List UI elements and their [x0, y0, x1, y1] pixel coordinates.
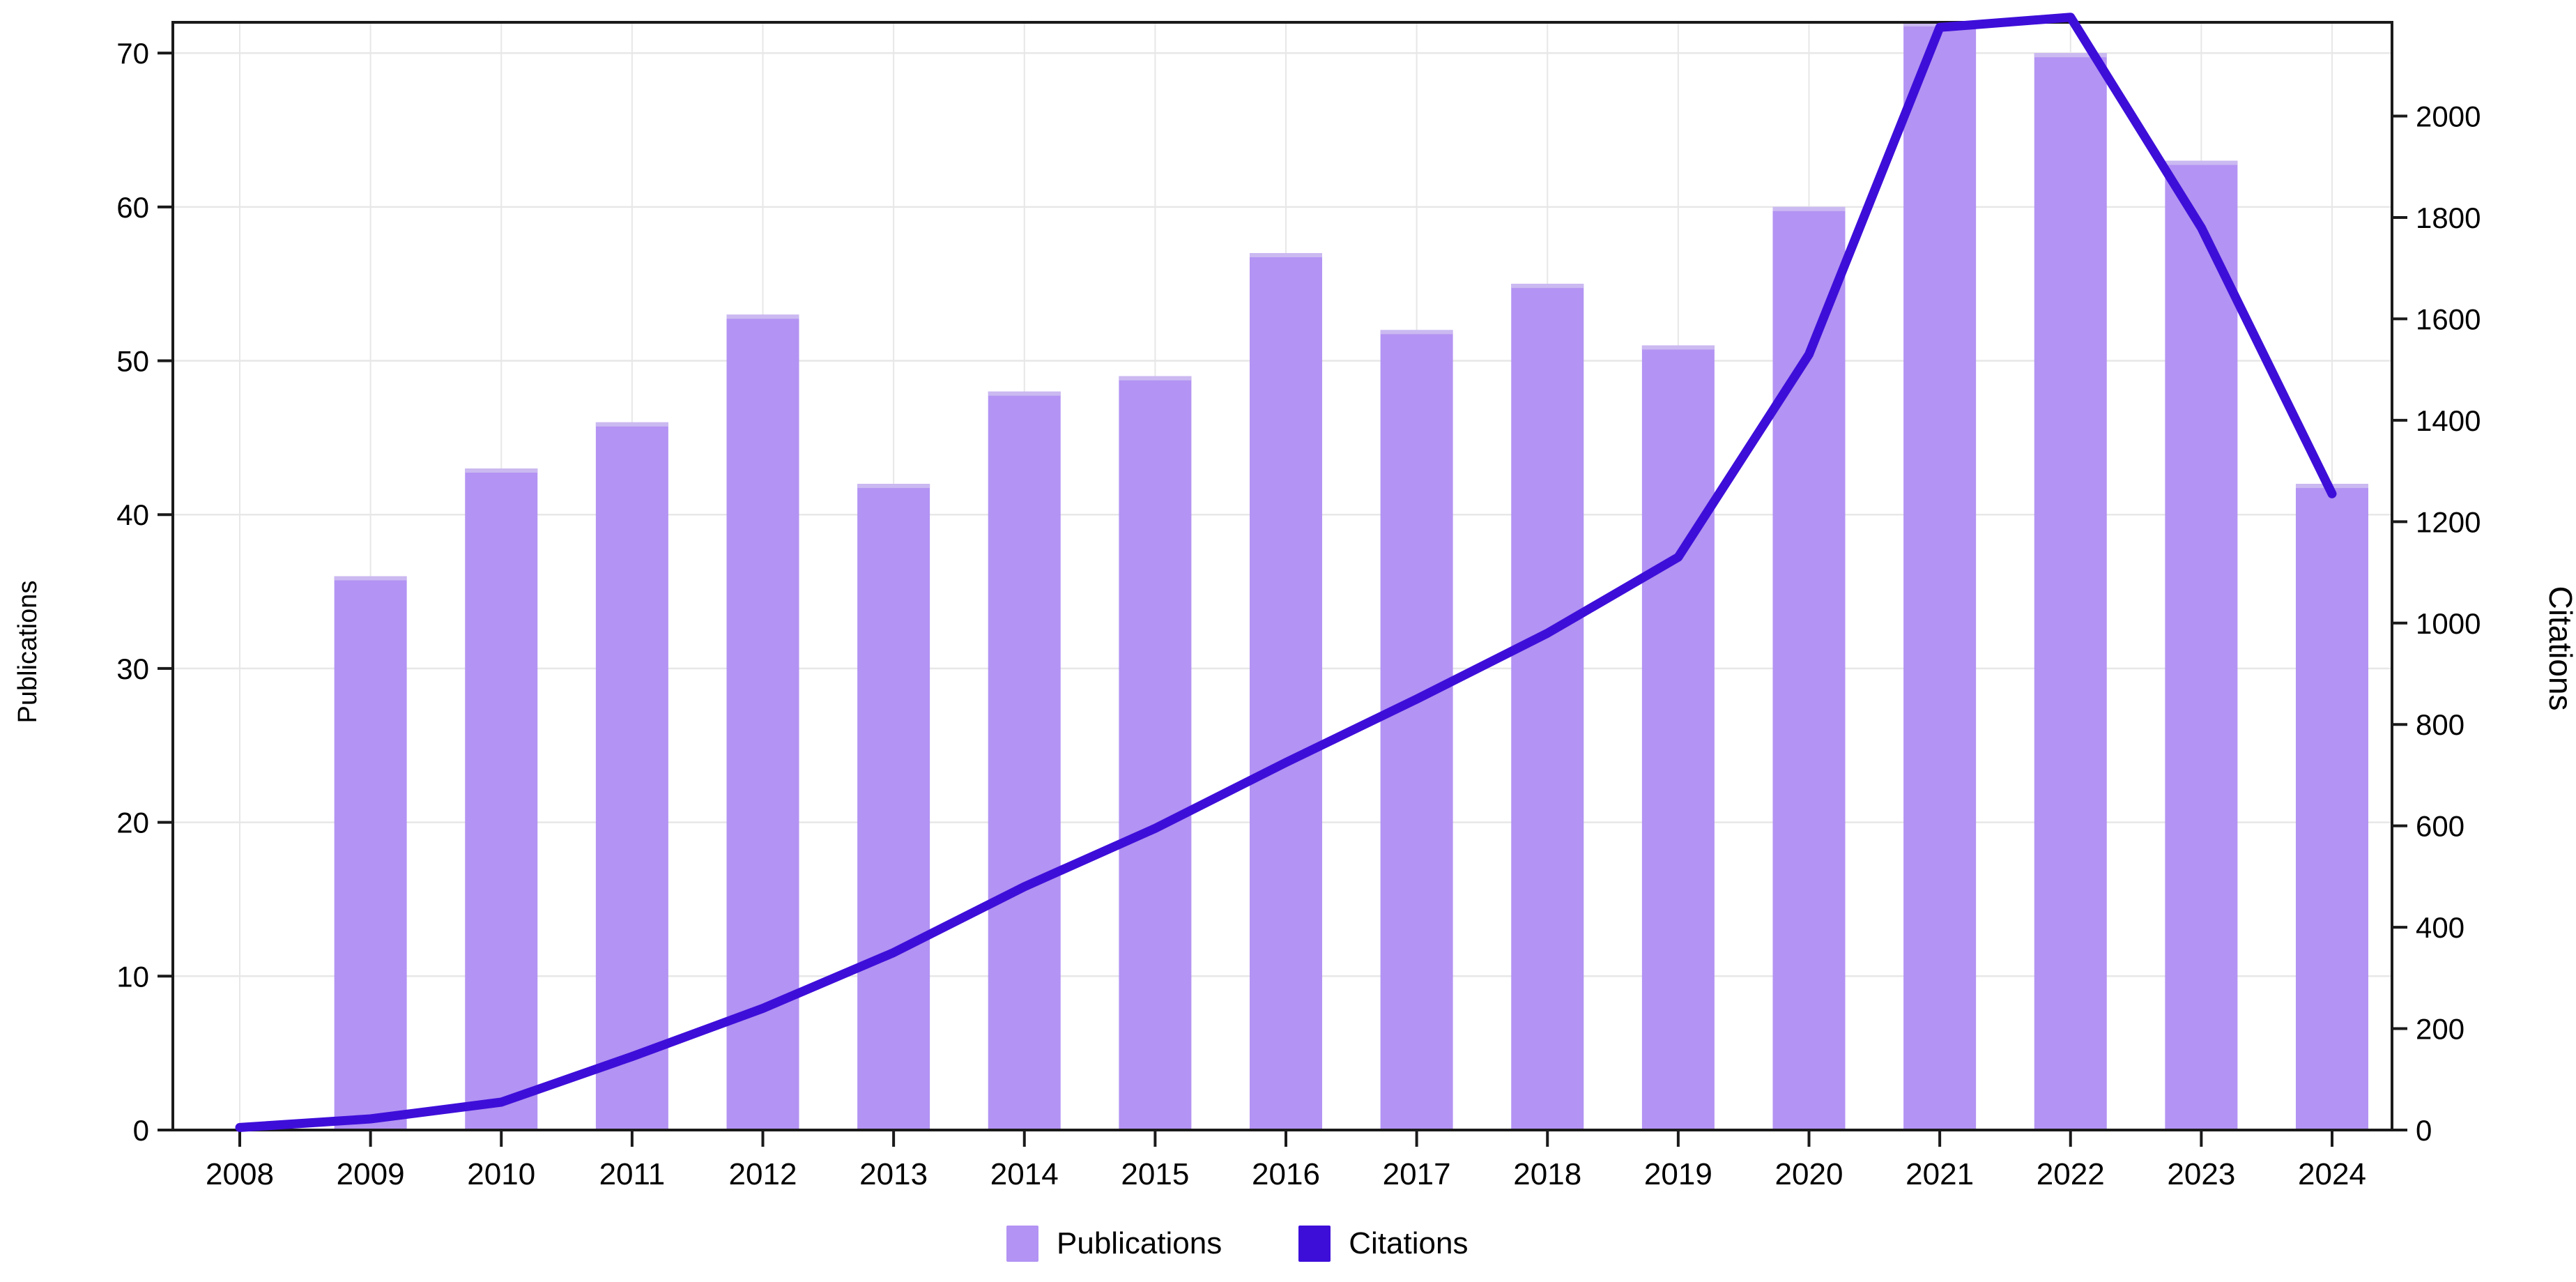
- right-axis-title: Citations: [2543, 586, 2576, 711]
- left-tick-label-0: 0: [133, 1114, 149, 1147]
- publications-bar-cap-2023: [2165, 160, 2238, 165]
- publications-bar-cap-2014: [988, 391, 1061, 396]
- publications-bar-cap-2020: [1772, 206, 1846, 211]
- chart-legend: Publications Citations: [1006, 1226, 1468, 1262]
- x-tick-label-2019: 2019: [1644, 1157, 1712, 1191]
- x-tick-label-2022: 2022: [2037, 1157, 2105, 1191]
- publications-bar-2009: [334, 576, 407, 1130]
- publications-bar-2013: [857, 484, 930, 1130]
- publications-bar-cap-2012: [726, 314, 799, 319]
- publications-legend-label: Publications: [1057, 1226, 1222, 1260]
- right-tick-label-200: 200: [2416, 1013, 2464, 1046]
- legend-item-citations: Citations: [1298, 1226, 1468, 1262]
- publications-bar-2017: [1380, 330, 1453, 1130]
- x-tick-label-2013: 2013: [859, 1157, 928, 1191]
- left-tick-label-70: 70: [116, 37, 149, 70]
- publications-bar-cap-2009: [334, 576, 407, 581]
- left-tick-label-10: 10: [116, 960, 149, 993]
- x-tick-label-2009: 2009: [337, 1157, 405, 1191]
- x-tick-label-2015: 2015: [1121, 1157, 1189, 1191]
- left-axis-title: Publications: [13, 581, 43, 724]
- right-tick-label-1600: 1600: [2416, 303, 2481, 335]
- publications-bar-cap-2018: [1511, 284, 1584, 289]
- publications-bar-cap-2017: [1380, 330, 1453, 335]
- citations-legend-label: Citations: [1349, 1226, 1469, 1260]
- citations-swatch: [1298, 1226, 1331, 1262]
- x-tick-label-2018: 2018: [1513, 1157, 1581, 1191]
- left-tick-label-20: 20: [116, 807, 149, 839]
- publications-bar-cap-2022: [2034, 53, 2107, 58]
- publications-bar-2023: [2165, 160, 2238, 1130]
- publications-bar-cap-2015: [1119, 376, 1192, 381]
- publications-bar-2024: [2296, 484, 2368, 1130]
- x-tick-label-2024: 2024: [2298, 1157, 2366, 1191]
- left-tick-label-50: 50: [116, 345, 149, 378]
- right-tick-label-400: 400: [2416, 911, 2464, 944]
- x-tick-label-2011: 2011: [599, 1157, 666, 1191]
- publications-bar-2010: [465, 468, 538, 1130]
- publications-bar-cap-2019: [1641, 345, 1715, 350]
- publications-bar-2014: [988, 391, 1061, 1130]
- publications-bar-2021: [1903, 22, 1977, 1130]
- left-tick-label-60: 60: [116, 191, 149, 224]
- right-tick-label-1000: 1000: [2416, 607, 2481, 640]
- publications-bar-2019: [1641, 345, 1715, 1130]
- publications-bar-2016: [1250, 253, 1322, 1131]
- x-tick-label-2021: 2021: [1906, 1157, 1974, 1191]
- legend-item-publications: Publications: [1006, 1226, 1222, 1262]
- x-tick-label-2012: 2012: [729, 1157, 797, 1191]
- x-tick-label-2008: 2008: [206, 1157, 274, 1191]
- right-tick-label-1800: 1800: [2416, 201, 2481, 234]
- publications-bar-2011: [595, 422, 668, 1130]
- x-tick-label-2014: 2014: [990, 1157, 1059, 1191]
- x-tick-label-2016: 2016: [1252, 1157, 1320, 1191]
- left-tick-label-40: 40: [116, 498, 149, 531]
- x-tick-label-2010: 2010: [467, 1157, 535, 1191]
- publications-bar-cap-2016: [1250, 253, 1322, 258]
- publications-bar-cap-2013: [857, 484, 930, 489]
- citations-line: [235, 13, 2337, 1132]
- publications-bar-2022: [2034, 53, 2107, 1130]
- x-tick-label-2020: 2020: [1775, 1157, 1843, 1191]
- x-tick-label-2023: 2023: [2167, 1157, 2235, 1191]
- right-tick-label-2000: 2000: [2416, 100, 2481, 133]
- right-tick-label-600: 600: [2416, 810, 2464, 843]
- publications-bar-2015: [1119, 376, 1192, 1131]
- left-tick-label-30: 30: [116, 653, 149, 685]
- publications-swatch: [1006, 1226, 1038, 1262]
- right-tick-label-1400: 1400: [2416, 404, 2481, 437]
- right-tick-label-0: 0: [2416, 1114, 2432, 1147]
- x-tick-label-2017: 2017: [1383, 1157, 1451, 1191]
- publications-bar-cap-2011: [595, 422, 668, 427]
- publications-bar-2018: [1511, 284, 1584, 1130]
- right-tick-label-800: 800: [2416, 708, 2464, 741]
- plot-frame: [171, 21, 2393, 1131]
- right-tick-label-1200: 1200: [2416, 505, 2481, 538]
- publications-bar-cap-2010: [465, 468, 538, 473]
